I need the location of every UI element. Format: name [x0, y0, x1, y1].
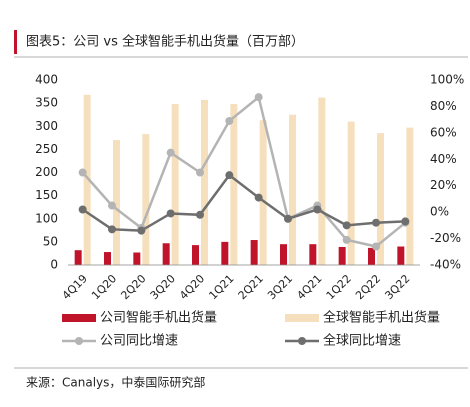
bar [192, 245, 199, 265]
marker [108, 225, 116, 234]
legend-label: 全球智能手机出货量 [323, 310, 440, 326]
marker [78, 205, 87, 214]
bar [162, 243, 170, 265]
marker [372, 242, 380, 251]
bar [83, 94, 91, 265]
legend-swatch [62, 314, 96, 322]
bar [230, 104, 238, 265]
marker [166, 209, 175, 218]
bar [318, 97, 326, 265]
x-tick-label: 1Q21 [206, 272, 236, 302]
bar [280, 244, 287, 265]
legend-label: 全球同比增速 [323, 333, 401, 349]
bar [259, 120, 267, 265]
marker [284, 214, 292, 223]
y-tick-label: 150 [35, 188, 58, 202]
line [81, 173, 406, 232]
bar [113, 140, 120, 265]
y-tick-label: 300 [35, 119, 58, 133]
x-tick-label: 3Q22 [382, 272, 412, 302]
bar [250, 240, 258, 265]
title-accent [14, 30, 17, 54]
bar [338, 246, 346, 265]
marker [313, 205, 322, 214]
marker [108, 201, 116, 210]
marker [225, 116, 234, 125]
y2-tick-label: -40% [430, 258, 461, 272]
chart-title: 图表5：公司 vs 全球智能手机出货量（百万部） [26, 34, 304, 50]
marker [225, 171, 234, 180]
marker [196, 210, 204, 219]
x-tick-label: 1Q22 [324, 272, 354, 302]
line [81, 94, 407, 248]
marker [254, 93, 263, 102]
bar [397, 246, 405, 265]
y-tick-label: 100 [35, 211, 58, 225]
legend-swatch [75, 337, 83, 345]
bar [289, 114, 296, 265]
bar [142, 134, 150, 265]
y-tick-label: 400 [35, 73, 58, 87]
x-tick-label: 4Q21 [294, 272, 324, 302]
marker [342, 221, 351, 230]
x-tick-label: 2Q22 [353, 272, 383, 302]
bar [201, 99, 208, 265]
bar [347, 121, 355, 265]
marker [78, 168, 87, 177]
x-tick-label: 3Q20 [148, 272, 178, 302]
bar [368, 247, 375, 265]
bar [406, 127, 414, 265]
x-tick-label: 1Q20 [89, 272, 119, 302]
y2-tick-label: 60% [430, 125, 457, 139]
y-tick-label: 0 [50, 258, 58, 272]
legend-label: 公司同比增速 [100, 334, 178, 349]
marker [137, 226, 146, 235]
x-tick-label: 2Q20 [118, 272, 148, 302]
marker [401, 217, 410, 226]
y-tick-label: 250 [35, 142, 58, 156]
y2-tick-label: -20% [430, 231, 461, 245]
bar [377, 133, 384, 265]
y-tick-label: 50 [43, 234, 58, 248]
y2-tick-label: 20% [430, 178, 457, 192]
bar [309, 244, 317, 265]
x-tick-label: 3Q21 [265, 272, 295, 302]
x-tick-label: 4Q19 [60, 272, 90, 302]
source: 来源：Canalys，中泰国际研究部 [26, 375, 205, 390]
y2-tick-label: 100% [430, 73, 464, 87]
y-tick-label: 200 [35, 165, 58, 179]
marker [196, 168, 204, 177]
marker [342, 235, 351, 244]
x-tick-label: 2Q21 [236, 272, 266, 302]
x-tick-label: 4Q20 [177, 272, 207, 302]
y-tick-label: 350 [35, 96, 58, 110]
y2-tick-label: 80% [430, 99, 457, 113]
marker [254, 193, 263, 202]
marker [372, 218, 380, 227]
bar [171, 104, 179, 265]
bar [133, 252, 141, 265]
legend-swatch [298, 337, 306, 345]
legend-swatch [285, 314, 319, 322]
bar [221, 241, 229, 265]
bar [74, 250, 82, 265]
y2-tick-label: 0% [430, 205, 449, 219]
y2-tick-label: 40% [430, 152, 457, 166]
legend-label: 公司智能手机出货量 [100, 310, 217, 326]
marker [166, 148, 175, 157]
bar [104, 252, 111, 265]
